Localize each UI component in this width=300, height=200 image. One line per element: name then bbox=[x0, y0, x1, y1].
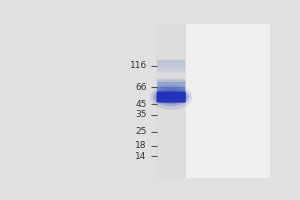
FancyBboxPatch shape bbox=[157, 92, 186, 103]
FancyBboxPatch shape bbox=[157, 64, 185, 67]
FancyBboxPatch shape bbox=[157, 67, 185, 70]
FancyBboxPatch shape bbox=[157, 87, 185, 94]
Ellipse shape bbox=[156, 91, 187, 104]
FancyBboxPatch shape bbox=[157, 60, 185, 63]
Bar bbox=[186, 24, 270, 178]
Text: 14: 14 bbox=[135, 152, 147, 161]
Text: 25: 25 bbox=[135, 127, 147, 136]
FancyBboxPatch shape bbox=[157, 70, 185, 72]
Text: 116: 116 bbox=[130, 61, 147, 70]
Text: 18: 18 bbox=[135, 141, 147, 150]
FancyBboxPatch shape bbox=[157, 79, 185, 83]
Bar bbox=[156, 24, 186, 178]
Text: 35: 35 bbox=[135, 110, 147, 119]
Text: 45: 45 bbox=[135, 100, 147, 109]
Ellipse shape bbox=[150, 85, 192, 110]
FancyBboxPatch shape bbox=[157, 82, 185, 87]
Text: 66: 66 bbox=[135, 83, 147, 92]
FancyBboxPatch shape bbox=[157, 92, 185, 99]
Ellipse shape bbox=[153, 88, 189, 106]
